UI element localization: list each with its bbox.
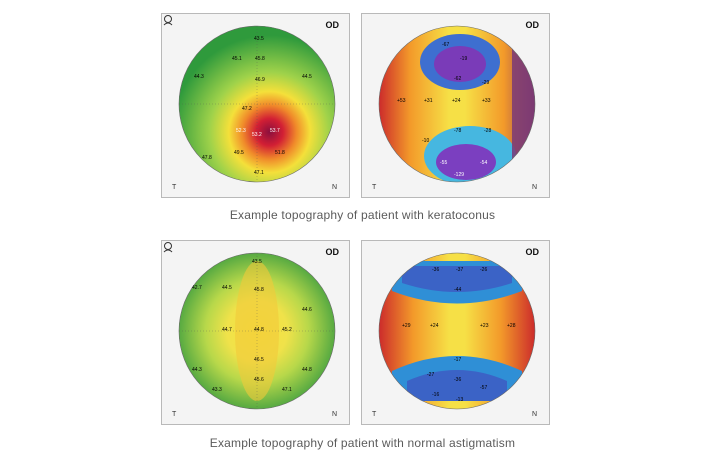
map-graphic (378, 252, 536, 410)
map-value: +33 (482, 98, 491, 104)
map-values: 43.5 45.1 45.8 46.9 47.2 52.3 53.2 53.7 … (194, 36, 312, 176)
map-value: 52.3 (236, 128, 246, 134)
map-value: +23 (480, 323, 489, 329)
map-graphic (378, 25, 536, 183)
map-value: -62 (454, 76, 461, 82)
map-value: -44 (454, 287, 461, 293)
map-value: 53.2 (252, 132, 262, 138)
temporal-label: T (172, 184, 177, 191)
caption-astigmatism: Example topography of patient with norma… (209, 436, 516, 450)
temporal-label: T (372, 411, 377, 418)
map-graphic (178, 25, 336, 183)
map-value: 46.9 (255, 77, 265, 83)
map-value: 47.8 (202, 155, 212, 161)
topography-map-keratoconus-elevation: OD T N -67 -19 -62 -29 +53 +31 +24 +33 -… (361, 13, 550, 198)
map-value: -78 (454, 128, 461, 134)
map-value: +29 (402, 323, 411, 329)
map-graphic (178, 252, 336, 410)
map-value: -19 (460, 56, 467, 62)
map-value: -16 (432, 392, 439, 398)
map-value: -26 (480, 267, 487, 273)
map-value: +31 (424, 98, 433, 104)
map-value: -36 (432, 267, 439, 273)
topography-map-astigmatism-elevation: OD T N -36 -37 -26 -44 +29 +24 +23 +28 -… (361, 240, 550, 425)
map-values: 43.5 42.7 44.5 45.8 44.7 44.8 45.2 44.6 … (192, 259, 312, 393)
map-value: 45.8 (254, 287, 264, 293)
map-value: +24 (430, 323, 439, 329)
caption-keratoconus: Example topography of patient with kerat… (229, 208, 496, 222)
map-value: -55 (440, 160, 447, 166)
map-value: -129 (454, 172, 464, 178)
map-value: 44.3 (194, 74, 204, 80)
map-values: -67 -19 -62 -29 +53 +31 +24 +33 -78 -28 … (397, 42, 491, 178)
eye-icon (163, 242, 173, 253)
map-value: -54 (480, 160, 487, 166)
map-value: 45.8 (255, 56, 265, 62)
map-value: +53 (397, 98, 406, 104)
map-value: 53.7 (270, 128, 280, 134)
map-value: 43.5 (254, 36, 264, 42)
map-value: 51.8 (275, 150, 285, 156)
map-value: 44.7 (222, 327, 232, 333)
nasal-label: N (331, 411, 337, 418)
od-label: OD (325, 247, 340, 257)
temporal-label: T (172, 411, 177, 418)
topography-map-keratoconus-curvature: OD T N 43.5 45.1 45.8 46.9 47.2 52.3 53.… (161, 13, 350, 198)
map-value: 45.1 (232, 56, 242, 62)
nasal-label: N (531, 184, 537, 191)
map-value: 47.1 (254, 170, 264, 176)
od-label: OD (525, 20, 540, 30)
map-value: 44.8 (254, 327, 264, 333)
map-value: 43.5 (252, 259, 262, 265)
map-value: 47.1 (282, 387, 292, 393)
map-value: +24 (452, 98, 461, 104)
nasal-label: N (331, 184, 337, 191)
temporal-label: T (372, 184, 377, 191)
map-value: 45.6 (254, 377, 264, 383)
map-value: -67 (442, 42, 449, 48)
map-value: -37 (456, 267, 463, 273)
map-value: 44.5 (222, 285, 232, 291)
od-label: OD (525, 247, 540, 257)
map-value: +28 (507, 323, 516, 329)
map-values: -36 -37 -26 -44 +29 +24 +23 +28 -17 -27 … (402, 267, 516, 403)
map-value: 44.5 (302, 74, 312, 80)
map-value: -36 (454, 377, 461, 383)
map-value: -10 (422, 138, 429, 144)
map-value: 44.6 (302, 307, 312, 313)
map-value: 42.7 (192, 285, 202, 291)
map-value: -17 (454, 357, 461, 363)
nasal-label: N (531, 411, 537, 418)
map-value: 47.2 (242, 106, 252, 112)
map-value: -28 (484, 128, 491, 134)
map-value: 44.8 (302, 367, 312, 373)
map-value: -13 (456, 397, 463, 403)
map-value: 43.3 (212, 387, 222, 393)
od-label: OD (325, 20, 340, 30)
map-value: -29 (482, 80, 489, 86)
topography-map-astigmatism-curvature: OD T N 43.5 42.7 44.5 45.8 44.7 44.8 45.… (161, 240, 350, 425)
map-value: 46.5 (254, 357, 264, 363)
eye-icon (163, 15, 173, 26)
map-value: -27 (427, 372, 434, 378)
map-value: -57 (480, 385, 487, 391)
map-value: 49.5 (234, 150, 244, 156)
map-value: 45.2 (282, 327, 292, 333)
map-value: 44.3 (192, 367, 202, 373)
